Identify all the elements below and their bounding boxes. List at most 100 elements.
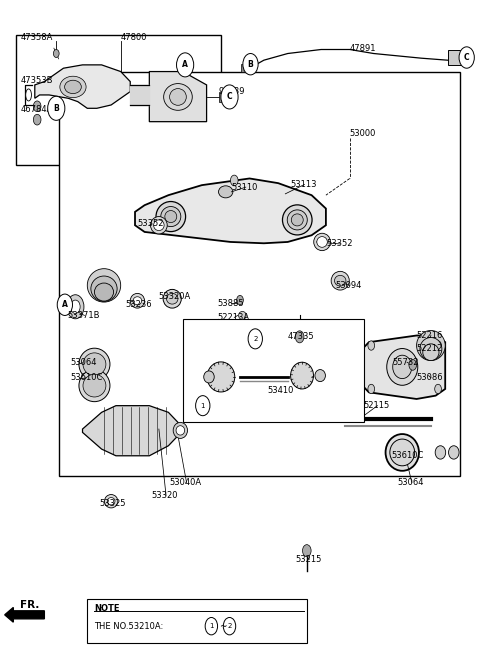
Text: 53410: 53410 xyxy=(268,386,294,395)
Text: 47335: 47335 xyxy=(288,332,314,342)
Bar xyxy=(447,50,463,65)
Ellipse shape xyxy=(60,76,86,97)
Text: 47353B: 47353B xyxy=(21,76,53,85)
Ellipse shape xyxy=(173,422,188,438)
Ellipse shape xyxy=(79,370,110,402)
Text: 2: 2 xyxy=(253,336,257,342)
Ellipse shape xyxy=(214,346,252,385)
Text: 53320: 53320 xyxy=(152,491,178,500)
Ellipse shape xyxy=(108,497,115,505)
Ellipse shape xyxy=(167,293,178,304)
Text: 53064: 53064 xyxy=(71,358,97,367)
Ellipse shape xyxy=(165,211,177,223)
Polygon shape xyxy=(149,72,206,121)
Circle shape xyxy=(409,360,417,370)
Ellipse shape xyxy=(207,362,235,392)
Ellipse shape xyxy=(314,234,330,251)
Circle shape xyxy=(221,85,238,109)
Ellipse shape xyxy=(393,355,412,378)
Ellipse shape xyxy=(65,81,81,93)
Ellipse shape xyxy=(164,84,192,110)
Text: 47800: 47800 xyxy=(120,33,147,42)
Text: 52216: 52216 xyxy=(417,331,443,340)
Text: 47891: 47891 xyxy=(350,44,376,52)
Ellipse shape xyxy=(287,210,307,230)
Ellipse shape xyxy=(133,297,142,305)
Ellipse shape xyxy=(83,374,106,397)
Ellipse shape xyxy=(435,446,446,459)
Circle shape xyxy=(237,295,243,305)
Circle shape xyxy=(230,175,238,186)
Text: 52115: 52115 xyxy=(363,401,389,410)
Ellipse shape xyxy=(83,353,106,376)
Circle shape xyxy=(71,300,80,313)
Text: 53610C: 53610C xyxy=(71,373,103,382)
Ellipse shape xyxy=(163,289,181,308)
Ellipse shape xyxy=(331,271,349,290)
Ellipse shape xyxy=(26,89,32,101)
Text: 1: 1 xyxy=(209,623,214,629)
Circle shape xyxy=(459,47,474,68)
Polygon shape xyxy=(360,336,445,399)
Text: 53885: 53885 xyxy=(217,299,244,308)
Text: A: A xyxy=(62,300,68,309)
Ellipse shape xyxy=(317,237,327,248)
Text: C: C xyxy=(464,53,469,62)
Ellipse shape xyxy=(79,348,110,380)
Circle shape xyxy=(196,396,210,416)
Ellipse shape xyxy=(282,205,312,235)
Ellipse shape xyxy=(390,439,415,466)
Text: 55732: 55732 xyxy=(393,358,419,367)
Text: 47358A: 47358A xyxy=(21,33,53,42)
Text: 53110: 53110 xyxy=(231,183,258,192)
Circle shape xyxy=(435,341,442,350)
Polygon shape xyxy=(135,178,326,244)
Ellipse shape xyxy=(423,344,439,360)
Ellipse shape xyxy=(151,217,167,234)
Ellipse shape xyxy=(417,331,445,360)
Ellipse shape xyxy=(204,371,214,383)
Ellipse shape xyxy=(291,214,303,226)
Ellipse shape xyxy=(154,220,164,231)
Ellipse shape xyxy=(448,446,459,459)
Ellipse shape xyxy=(91,276,117,301)
Bar xyxy=(241,64,250,72)
Circle shape xyxy=(57,294,72,315)
Text: 46784A: 46784A xyxy=(21,105,53,114)
Ellipse shape xyxy=(209,340,257,391)
Ellipse shape xyxy=(87,268,120,302)
Text: 53325: 53325 xyxy=(99,499,126,509)
Text: 53610C: 53610C xyxy=(392,452,424,460)
Circle shape xyxy=(248,329,263,349)
Polygon shape xyxy=(35,65,130,108)
Circle shape xyxy=(34,114,41,125)
Text: NOTE: NOTE xyxy=(95,604,120,613)
Text: 53352: 53352 xyxy=(137,219,164,228)
Text: 53215: 53215 xyxy=(295,555,321,564)
Text: 53320A: 53320A xyxy=(159,293,191,301)
Text: 52213A: 52213A xyxy=(217,313,249,322)
Text: 53000: 53000 xyxy=(350,130,376,138)
Text: 52212: 52212 xyxy=(417,344,443,353)
Ellipse shape xyxy=(387,348,418,385)
Ellipse shape xyxy=(315,370,325,382)
Ellipse shape xyxy=(290,362,313,389)
Bar xyxy=(183,319,364,422)
Bar xyxy=(87,599,307,643)
Ellipse shape xyxy=(156,201,186,231)
Ellipse shape xyxy=(130,293,144,308)
Circle shape xyxy=(302,545,311,557)
Circle shape xyxy=(34,101,41,111)
Text: 53094: 53094 xyxy=(336,281,362,290)
Circle shape xyxy=(67,295,84,319)
Polygon shape xyxy=(83,406,178,456)
Text: 53236: 53236 xyxy=(125,300,152,309)
Ellipse shape xyxy=(335,275,346,286)
Ellipse shape xyxy=(385,434,419,471)
Ellipse shape xyxy=(105,495,118,508)
Ellipse shape xyxy=(161,207,181,227)
Bar xyxy=(218,92,230,102)
Text: FR.: FR. xyxy=(21,601,40,611)
Circle shape xyxy=(48,96,65,120)
Text: 2: 2 xyxy=(228,623,232,629)
